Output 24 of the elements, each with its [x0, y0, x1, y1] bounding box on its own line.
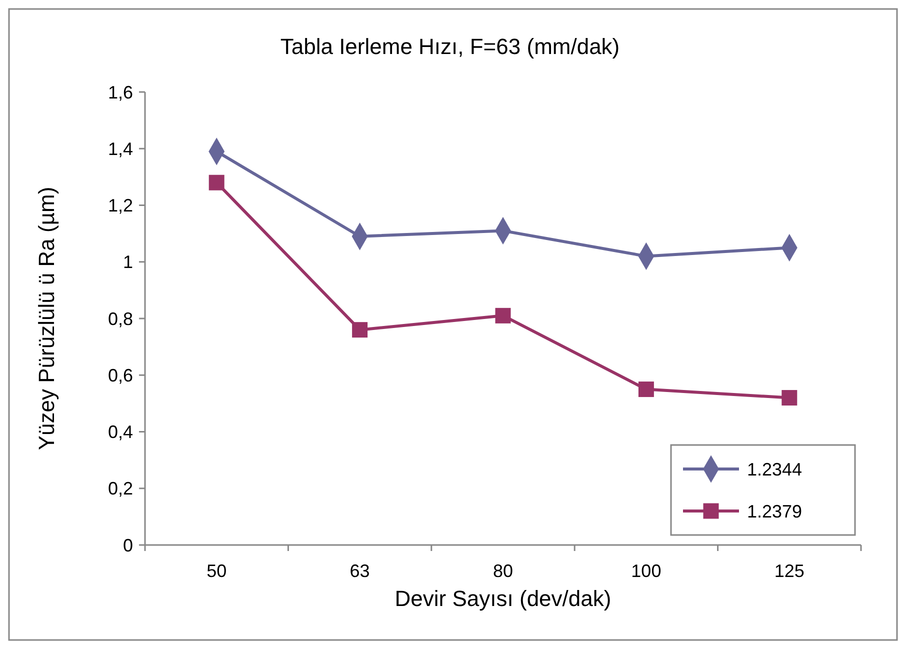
- point: [352, 322, 368, 338]
- y-tick-label: 0,6: [108, 365, 133, 386]
- y-tick-label: 1: [122, 252, 133, 272]
- x-tick-label: 80: [492, 561, 514, 581]
- point: [208, 174, 224, 190]
- point: [638, 382, 654, 398]
- y-tick-label: 1,4: [108, 138, 133, 159]
- point: [782, 390, 798, 406]
- y-tick-label: 0,4: [108, 422, 133, 442]
- y-axis-title: Yüzey Pürüzlülü ü Ra (µm): [34, 186, 59, 450]
- legend-label: 1.2379: [747, 501, 802, 522]
- y-tick-label: 1,6: [108, 82, 133, 102]
- x-axis-title: Devir Sayısı (dev/dak): [394, 586, 612, 611]
- y-tick-label: 0,2: [108, 478, 133, 499]
- y-tick-label: 0,8: [108, 308, 133, 329]
- x-tick-label: 63: [350, 561, 370, 581]
- x-tick-label: 100: [631, 561, 662, 581]
- chart-title: Tabla Ierleme Hızı, F=63 (mm/dak): [280, 34, 620, 59]
- x-tick-label: 50: [206, 561, 227, 581]
- legend-label: 1.2344: [747, 459, 802, 480]
- point: [495, 308, 511, 324]
- x-tick-label: 125: [774, 561, 804, 581]
- y-tick-label: 1,2: [108, 196, 133, 216]
- y-tick-label: 0: [122, 535, 133, 556]
